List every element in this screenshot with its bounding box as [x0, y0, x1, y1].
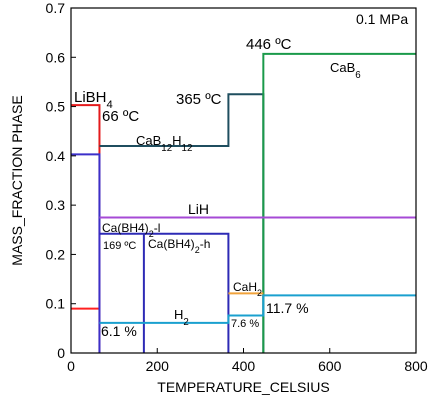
lih-label: LiH [188, 201, 209, 217]
temp-169-annotation: 169 ºC [103, 240, 136, 252]
cabh42-high-label: Ca(BH4)2-h [148, 237, 210, 255]
cab12h12-label: CaB12H12 [136, 133, 192, 154]
percent-61-annotation: 6.1 % [101, 323, 137, 339]
y-tick-label: 0.5 [46, 99, 66, 115]
percent-76-annotation: 7.6 % [231, 318, 259, 330]
y-tick-label: 0.2 [46, 246, 66, 262]
y-tick-label: 0.1 [46, 296, 66, 312]
x-tick-label: 0 [67, 358, 75, 374]
x-axis-label: TEMPERATURE_CELSIUS [157, 379, 329, 395]
y-tick-label: 0.3 [46, 197, 66, 213]
series-layer [71, 52, 416, 353]
cab6-label: CaB6 [330, 60, 361, 81]
percent-117-annotation: 11.7 % [266, 300, 309, 316]
temp-446-annotation: 446 ºC [246, 36, 292, 53]
series-line-4 [262, 52, 416, 353]
temp-66-annotation: 66 ºC [102, 108, 139, 125]
x-tick-label: 400 [232, 358, 256, 374]
y-tick-label: 0.6 [46, 49, 66, 65]
x-tick-label: 200 [146, 358, 170, 374]
series-line-2 [71, 153, 101, 353]
h2-label: H2 [174, 307, 189, 328]
cah2-label: CaH2 [233, 280, 262, 298]
cabh42-low-label: Ca(BH4)2-l [102, 221, 160, 239]
x-tick-label: 600 [318, 358, 342, 374]
libh4-label: LiBH4 [74, 89, 113, 111]
y-tick-label: 0.7 [46, 0, 66, 16]
ticks-layer: 0 200 400 600 800 0 0.1 0.2 0.3 0.4 0.5 0.6 0.7 [46, 0, 428, 374]
pressure-annotation: 0.1 MPa [356, 11, 408, 27]
y-tick-label: 0 [57, 345, 65, 361]
y-tick-label: 0.4 [46, 148, 66, 164]
plot-frame [70, 7, 417, 354]
series-line-6 [99, 232, 230, 353]
temp-365-annotation: 365 ºC [176, 91, 222, 108]
series-line-8 [99, 294, 416, 324]
y-axis-label: MASS_FRACTION PHASE [9, 95, 25, 265]
x-tick-label: 800 [404, 358, 428, 374]
series-line-0 [71, 104, 101, 353]
